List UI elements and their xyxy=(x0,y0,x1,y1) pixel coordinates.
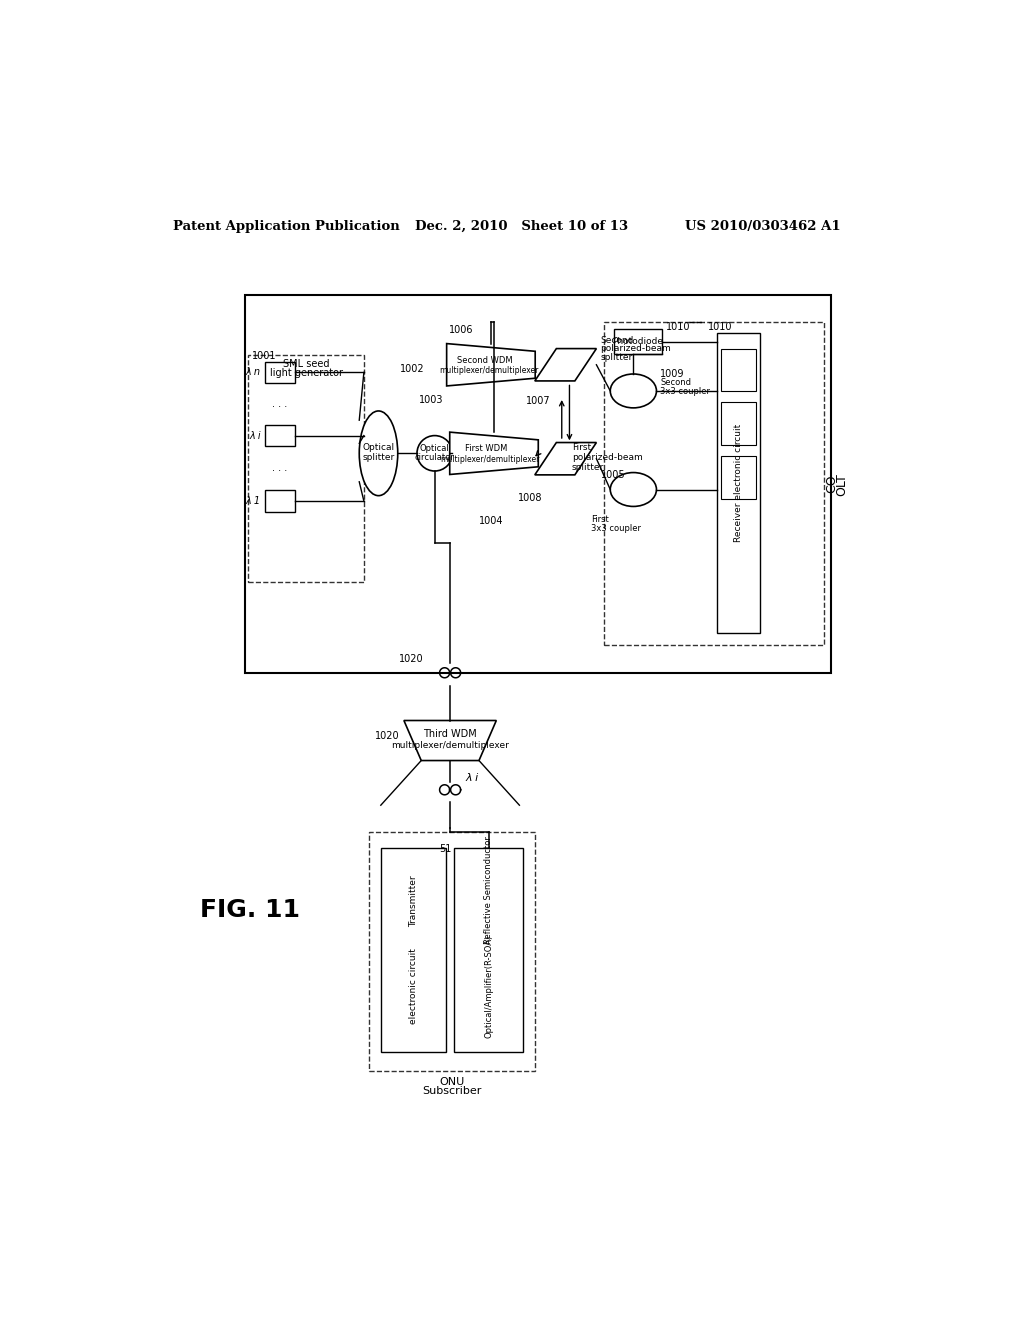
Text: multiplexer/demultiplexer: multiplexer/demultiplexer xyxy=(439,367,539,375)
Text: λ i: λ i xyxy=(249,430,261,441)
Text: First WDM: First WDM xyxy=(465,445,508,453)
Text: First: First xyxy=(571,442,591,451)
Text: 1010: 1010 xyxy=(708,322,732,333)
Polygon shape xyxy=(450,432,539,474)
Text: Second: Second xyxy=(660,378,691,387)
Text: Third WDM: Third WDM xyxy=(423,730,477,739)
Bar xyxy=(370,832,535,1071)
Text: Transmitter: Transmitter xyxy=(409,875,418,927)
Text: 1020: 1020 xyxy=(398,653,423,664)
Polygon shape xyxy=(446,343,536,385)
Text: λ n: λ n xyxy=(246,367,261,378)
Circle shape xyxy=(417,436,453,471)
Bar xyxy=(604,322,823,645)
Text: splitter: splitter xyxy=(571,463,604,471)
Text: λ 1: λ 1 xyxy=(246,496,261,506)
Text: Second WDM: Second WDM xyxy=(457,355,513,364)
Text: US 2010/0303462 A1: US 2010/0303462 A1 xyxy=(685,219,841,232)
Bar xyxy=(721,348,756,391)
Text: 1009: 1009 xyxy=(660,368,685,379)
Bar xyxy=(721,457,756,499)
Text: Second: Second xyxy=(600,335,634,345)
Text: splitter: splitter xyxy=(600,354,633,363)
Text: ONU: ONU xyxy=(439,1077,465,1086)
Text: λ i: λ i xyxy=(466,774,479,783)
Text: circulator: circulator xyxy=(415,454,455,462)
Text: Subscriber: Subscriber xyxy=(422,1086,481,1096)
Text: 1001: 1001 xyxy=(252,351,276,360)
Bar xyxy=(717,333,760,634)
Text: . . .: . . . xyxy=(272,399,288,409)
Polygon shape xyxy=(535,348,596,381)
Text: light generator: light generator xyxy=(269,368,343,379)
Text: 1006: 1006 xyxy=(449,326,473,335)
Text: Dec. 2, 2010   Sheet 10 of 13: Dec. 2, 2010 Sheet 10 of 13 xyxy=(416,219,629,232)
Text: Optical: Optical xyxy=(420,445,450,453)
Ellipse shape xyxy=(610,374,656,408)
Text: . . .: . . . xyxy=(272,463,288,474)
Text: 1020: 1020 xyxy=(376,731,400,741)
Bar xyxy=(721,403,756,445)
Bar xyxy=(614,330,662,354)
Text: First: First xyxy=(591,515,609,524)
Ellipse shape xyxy=(610,473,656,507)
Ellipse shape xyxy=(359,411,397,496)
Text: 1010: 1010 xyxy=(666,322,690,333)
Text: polarized-beam: polarized-beam xyxy=(571,453,642,462)
Text: multiplexer/demultiplexer: multiplexer/demultiplexer xyxy=(391,741,509,750)
Text: splitter: splitter xyxy=(362,454,394,462)
Text: Receiver electronic circuit: Receiver electronic circuit xyxy=(734,424,743,543)
Text: 1004: 1004 xyxy=(478,516,503,527)
Text: electronic circuit: electronic circuit xyxy=(409,948,418,1024)
Polygon shape xyxy=(403,721,497,760)
Text: FIG. 11: FIG. 11 xyxy=(200,898,300,921)
Text: 1003: 1003 xyxy=(419,395,443,405)
Text: OLT: OLT xyxy=(836,473,849,495)
Bar xyxy=(245,296,831,673)
Text: SML seed: SML seed xyxy=(283,359,330,370)
Text: 3x3 coupler: 3x3 coupler xyxy=(660,387,711,396)
Text: 1008: 1008 xyxy=(518,494,543,503)
Text: 51: 51 xyxy=(439,843,452,854)
Text: Reflective Semiconductor: Reflective Semiconductor xyxy=(484,836,494,944)
Bar xyxy=(454,847,523,1052)
Text: 1005: 1005 xyxy=(601,470,626,480)
Bar xyxy=(265,362,295,383)
Text: Patent Application Publication: Patent Application Publication xyxy=(173,219,399,232)
Text: Optical: Optical xyxy=(362,442,394,451)
Text: CO: CO xyxy=(824,474,838,492)
Bar xyxy=(265,425,295,446)
Polygon shape xyxy=(535,442,596,475)
Text: multiplexer/demultiplexer: multiplexer/demultiplexer xyxy=(440,455,540,463)
Bar xyxy=(265,490,295,512)
Bar xyxy=(249,355,364,582)
Text: 1007: 1007 xyxy=(525,396,550,405)
Bar xyxy=(381,847,446,1052)
Text: polarized-beam: polarized-beam xyxy=(600,345,671,354)
Text: Optical/Amplifier(R-SOA): Optical/Amplifier(R-SOA) xyxy=(484,935,494,1038)
Text: Photodiode: Photodiode xyxy=(612,337,664,346)
Text: 3x3 coupler: 3x3 coupler xyxy=(591,524,641,533)
Text: 1002: 1002 xyxy=(400,364,425,374)
